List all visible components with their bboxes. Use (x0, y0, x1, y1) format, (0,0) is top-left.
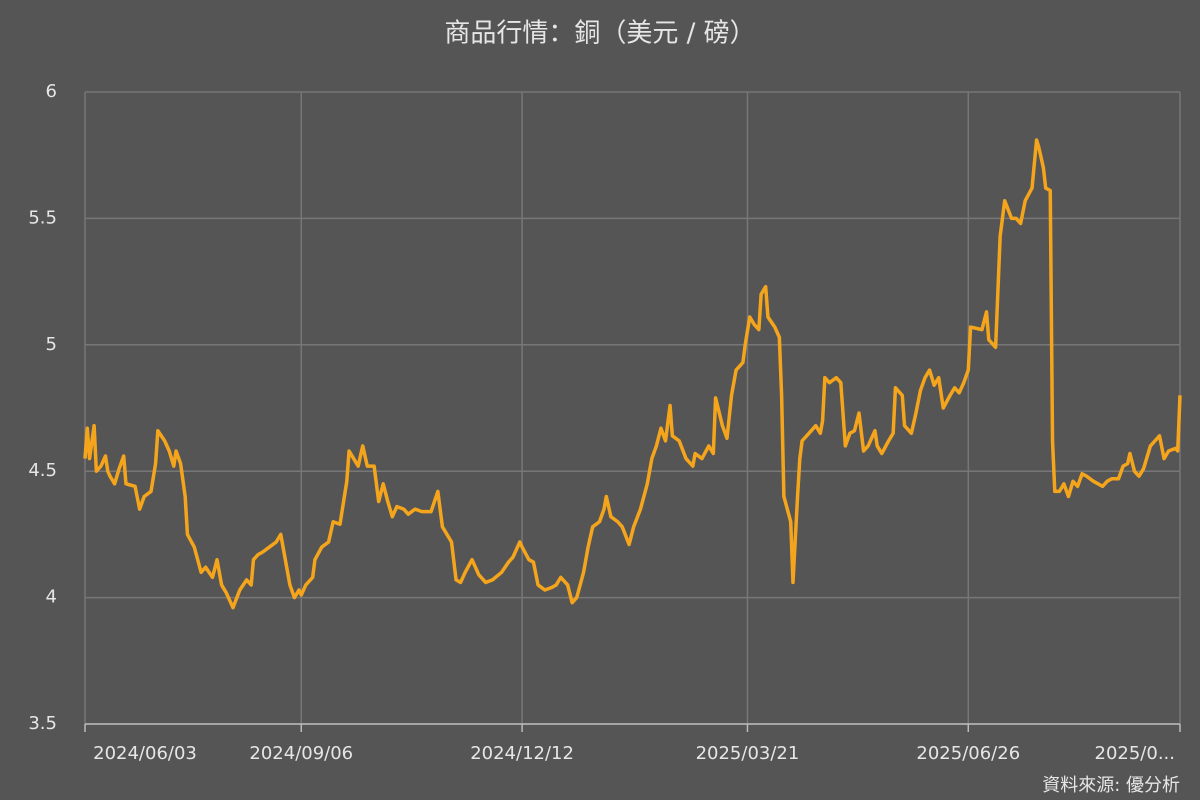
y-tick-label: 5 (46, 334, 57, 355)
x-tick-label: 2025/0... (1095, 743, 1176, 764)
x-tick-label: 2024/09/06 (249, 743, 353, 764)
x-tick-label: 2024/12/12 (470, 743, 574, 764)
source-note: 資料來源: 優分析 (1042, 775, 1180, 796)
x-tick-label: 2025/03/21 (696, 743, 800, 764)
y-tick-label: 4.5 (28, 460, 57, 481)
y-tick-label: 5.5 (28, 207, 57, 228)
x-tick-label: 2025/06/26 (916, 743, 1020, 764)
y-tick-label: 4 (46, 587, 57, 608)
chart-title: 商品行情：銅（美元 / 磅） (444, 19, 755, 49)
x-tick-label: 2024/06/03 (93, 743, 197, 764)
y-tick-label: 6 (46, 81, 57, 102)
y-tick-label: 3.5 (28, 713, 57, 734)
data-line (83, 138, 1182, 610)
